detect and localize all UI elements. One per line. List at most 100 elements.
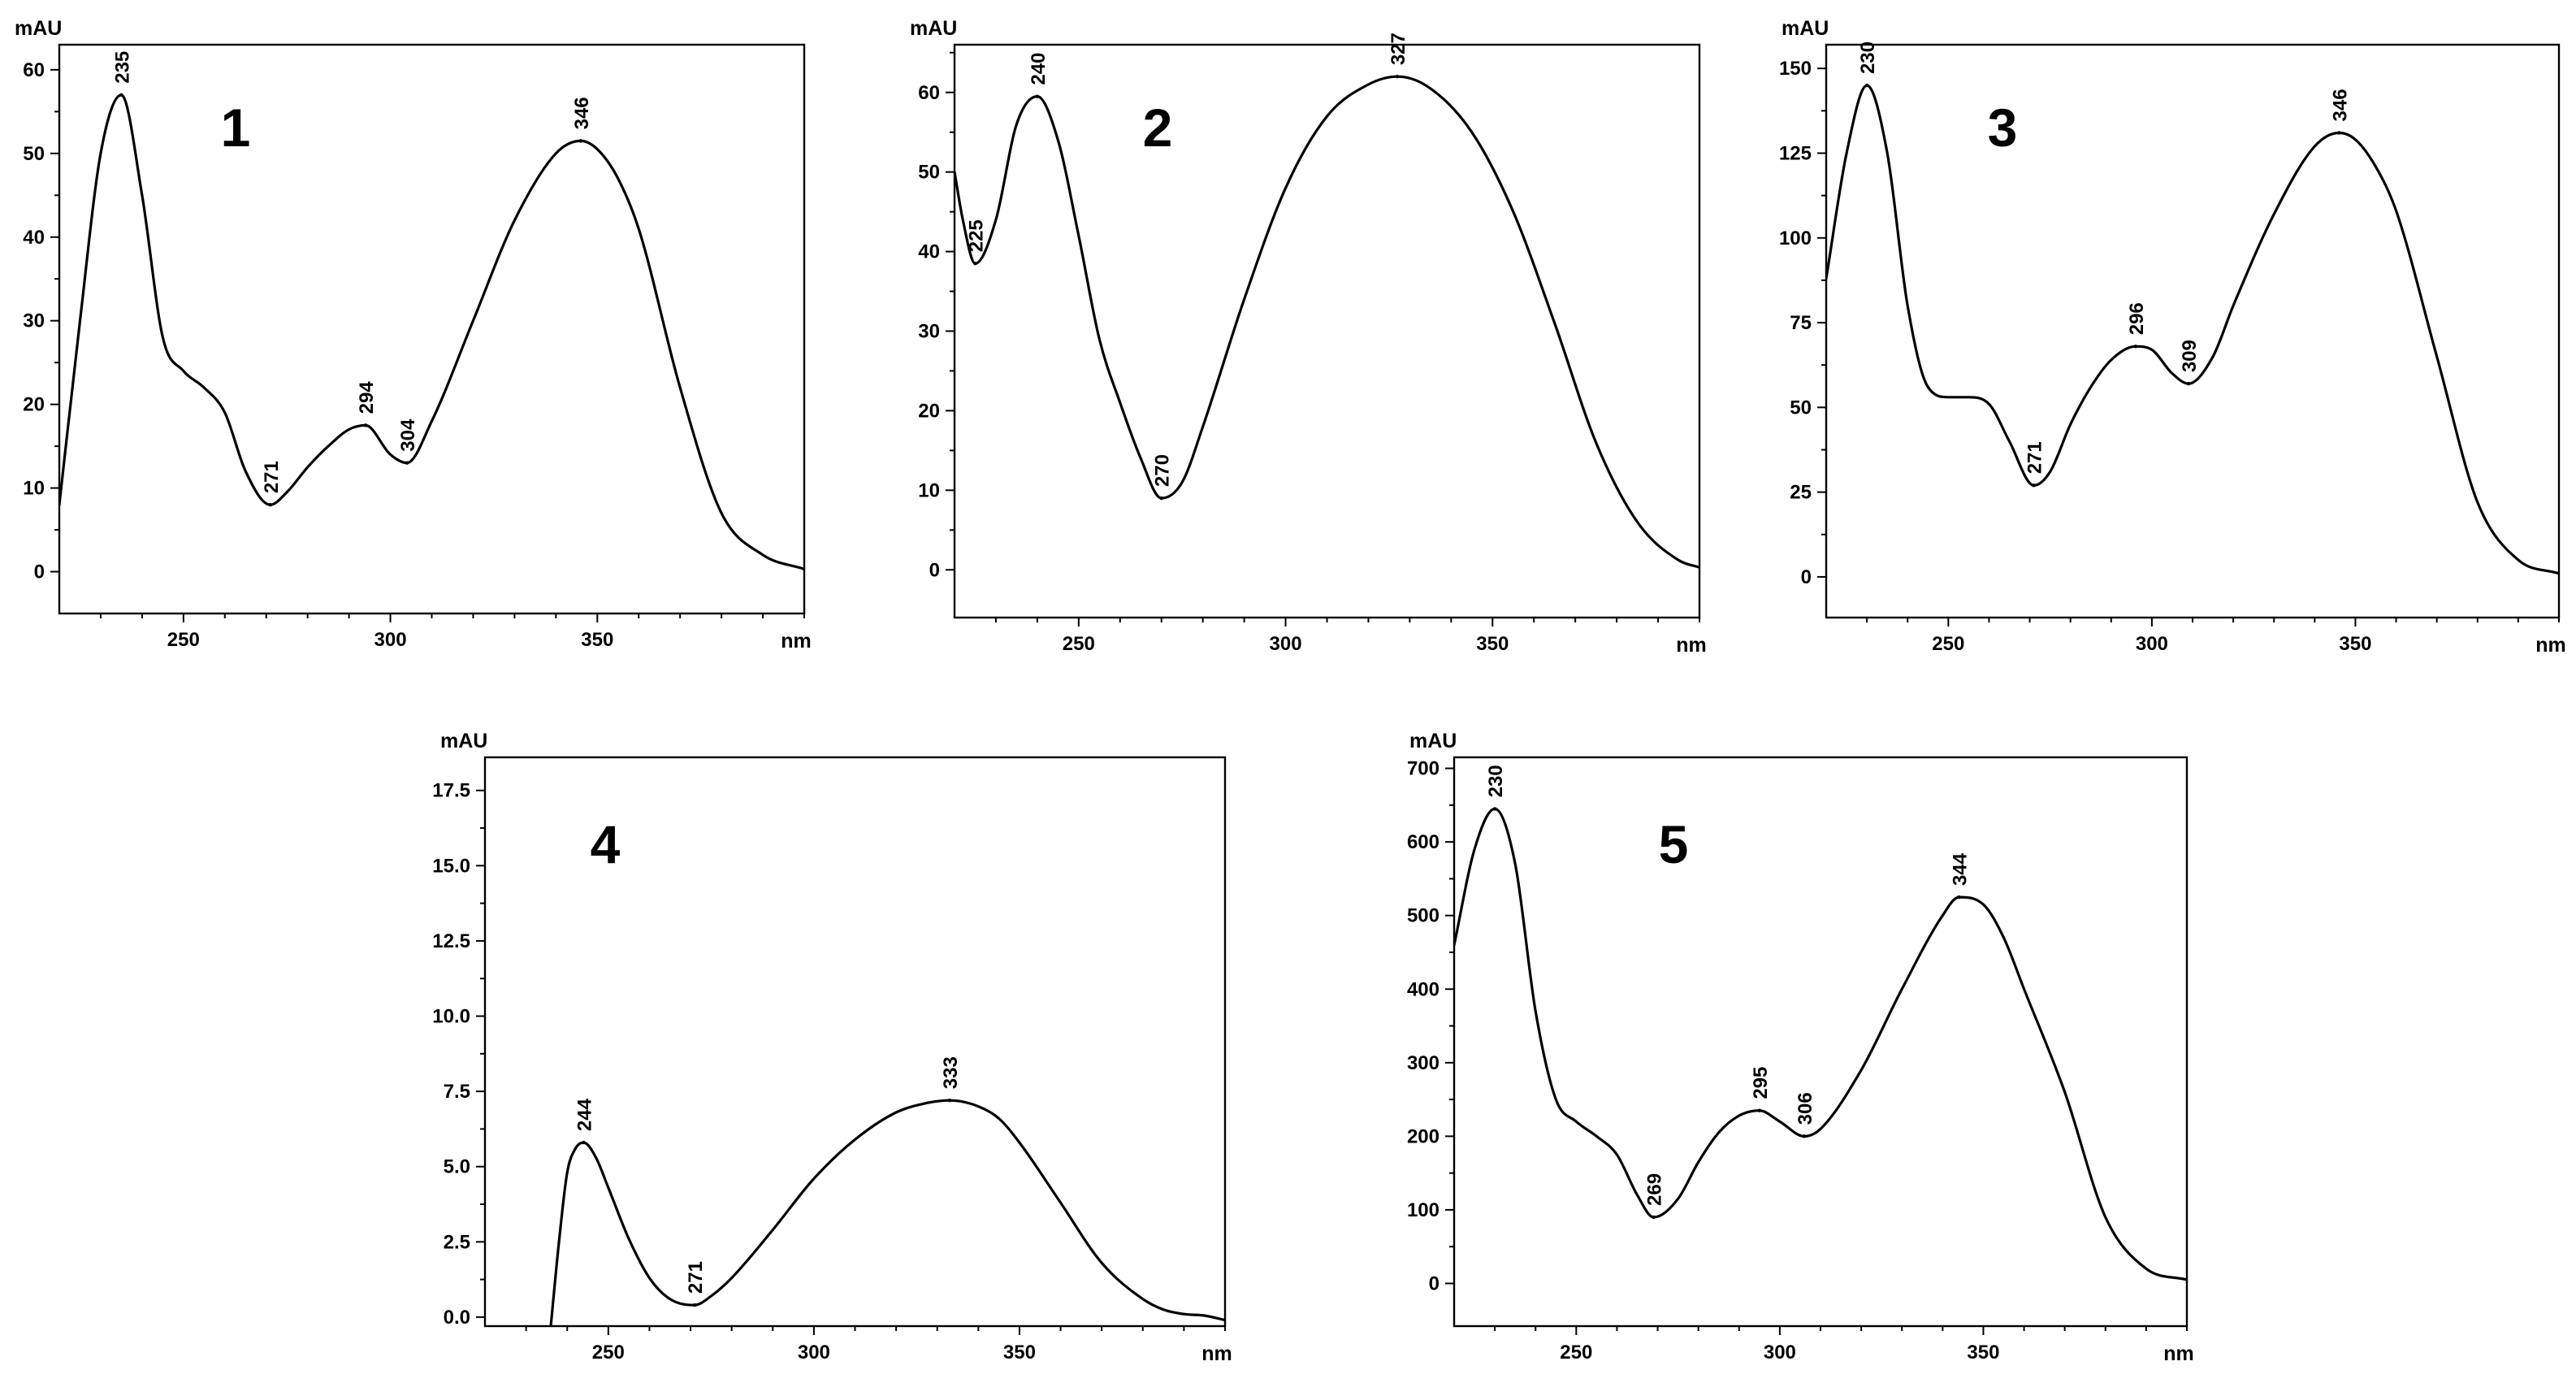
peak-label: 344 [1949,852,1971,886]
peak-marker [1957,895,1961,900]
x-tick-label: 300 [1270,633,1302,655]
x-axis-unit: nm [1201,1342,1232,1365]
panel-number: 4 [591,814,621,874]
y-tick-label: 0 [1801,566,1812,588]
x-tick-label: 350 [1967,1342,1999,1363]
y-tick-label: 2.5 [444,1231,470,1253]
y-tick-label: 5.0 [444,1156,470,1178]
y-tick-label: 0 [1429,1272,1440,1294]
y-tick-label: 10 [23,478,45,500]
y-tick-label: 150 [1779,58,1812,80]
x-tick-label: 350 [1476,633,1509,655]
peak-label: 230 [1485,765,1507,797]
peak-label: 309 [2179,340,2201,372]
peak-marker [947,1099,952,1103]
y-tick-label: 10.0 [432,1006,470,1028]
x-axis-unit: nm [2163,1342,2194,1365]
spectrum-curve [549,1099,1225,1326]
peak-marker [2337,131,2341,135]
x-tick-label: 300 [2136,633,2168,655]
y-tick-label: 12.5 [432,930,470,952]
peak-label: 304 [397,418,419,452]
peak-label: 306 [1795,1092,1816,1125]
x-tick-label: 300 [798,1342,830,1363]
x-tick-label: 300 [1764,1342,1796,1363]
panel-number: 1 [221,98,251,158]
peak-marker [692,1303,697,1307]
y-tick-label: 400 [1407,978,1440,1000]
y-tick-label: 25 [1790,482,1812,504]
y-axis-unit: mAU [440,730,487,752]
y-tick-label: 200 [1407,1125,1440,1147]
peak-marker [1159,496,1163,501]
y-tick-label: 50 [918,162,940,184]
y-axis-unit: mAU [15,17,62,40]
y-tick-label: 50 [23,143,45,165]
peak-marker [2133,345,2138,349]
x-tick-label: 350 [581,629,613,651]
peak-label: 346 [2329,89,2351,121]
y-tick-label: 15.0 [432,855,470,877]
spectrum-panel-2: 250 300 350 0 10 20 30 40 50 60 mAU nm 225 240 270 327 2 [910,17,1707,657]
peak-marker [582,1140,586,1145]
peak-marker [2186,381,2191,386]
peak-label: 271 [261,461,283,493]
peak-label: 225 [965,219,987,252]
y-tick-label: 40 [23,227,45,249]
spectrum-panel-3: 250 300 350 0 25 50 75 100 125 150 mAU nm 230 271 296 3… [1779,17,2566,657]
y-tick-label: 50 [1790,397,1812,418]
y-tick-label: 125 [1779,142,1812,164]
peak-label: 240 [1028,53,1050,85]
y-axis-unit: mAU [910,17,957,40]
peak-marker [268,502,273,507]
plot-frame [58,43,806,615]
y-tick-label: 30 [23,310,45,332]
y-tick-label: 100 [1779,228,1812,249]
x-axis-unit: nm [1676,634,1707,657]
y-tick-label: 60 [918,82,940,104]
peak-label: 271 [685,1261,707,1294]
peak-label: 235 [111,51,133,84]
y-tick-label: 700 [1407,758,1440,780]
spectrum-panel-4: 250 300 350 0.0 2.5 5.0 7.5 10.0 12.5 15.0 17.5 mAU… [432,730,1232,1365]
peak-label: 327 [1388,33,1409,65]
y-tick-label: 17.5 [432,780,470,802]
y-tick-label: 0.0 [444,1307,470,1329]
plot-frame [953,43,1701,619]
peak-marker [1864,83,1869,88]
peak-marker [1035,94,1040,98]
spectrum-panel-5: 250 300 350 0 100 200 300 400 500 600 700 mAU nm 230 2… [1407,730,2194,1365]
panel-number: 3 [1988,98,2018,158]
peak-marker [1652,1215,1656,1220]
peak-label: 230 [1857,41,1879,74]
peak-marker [973,262,977,266]
peak-label: 271 [2024,441,2046,474]
peak-marker [2032,483,2036,488]
peak-marker [363,423,368,427]
y-tick-label: 75 [1790,312,1812,334]
y-axis-unit: mAU [1409,730,1457,752]
y-tick-label: 30 [918,321,940,343]
x-tick-label: 250 [167,629,200,651]
y-tick-label: 0 [34,561,45,583]
peak-marker [1395,74,1400,79]
y-tick-label: 40 [918,241,940,263]
y-tick-label: 20 [23,394,45,416]
y-axis-unit: mAU [1782,17,1829,40]
y-tick-label: 500 [1407,905,1440,927]
x-tick-label: 250 [1063,633,1095,655]
peak-label: 295 [1750,1067,1772,1099]
peak-label: 269 [1644,1173,1666,1206]
y-tick-label: 10 [918,479,940,501]
x-tick-label: 250 [1932,633,1964,655]
x-tick-label: 250 [592,1342,625,1363]
plot-frame [483,756,1227,1328]
x-tick-label: 300 [374,629,407,651]
y-tick-label: 0 [929,559,940,581]
peak-label: 296 [2126,302,2148,335]
peak-marker [119,93,123,97]
x-tick-label: 350 [1003,1342,1036,1363]
peak-label: 333 [940,1056,962,1089]
x-axis-unit: nm [781,630,812,652]
